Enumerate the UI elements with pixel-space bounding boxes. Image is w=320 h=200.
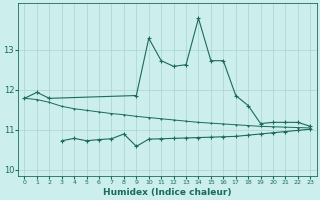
X-axis label: Humidex (Indice chaleur): Humidex (Indice chaleur) [103, 188, 232, 197]
